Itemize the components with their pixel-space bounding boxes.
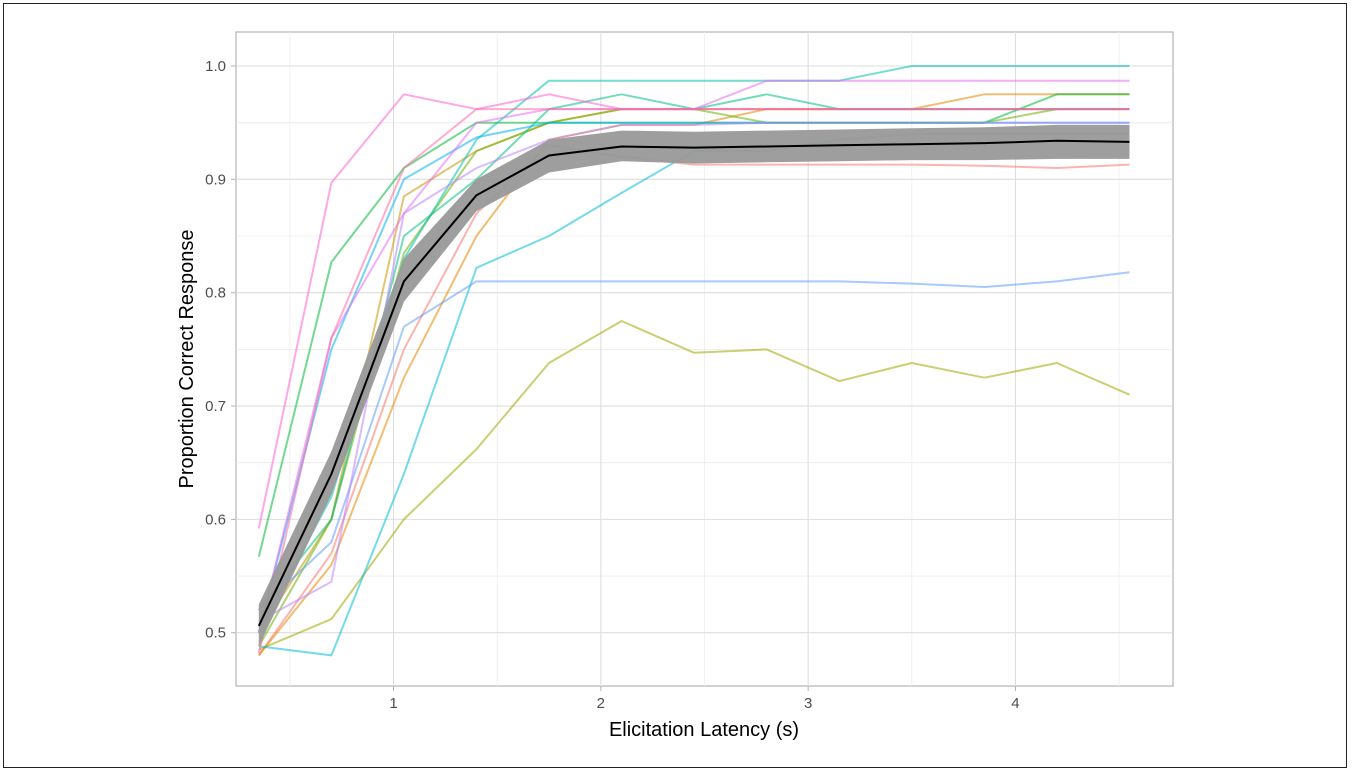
y-axis-ticks: 0.5 0.6 0.7 0.8 0.9 1.0 <box>205 58 236 642</box>
figure-frame <box>3 3 1347 768</box>
y-tick-label: 0.6 <box>205 511 226 528</box>
x-tick-label: 3 <box>804 695 812 712</box>
x-axis-ticks: 1 2 3 4 <box>389 686 1020 712</box>
x-tick-label: 1 <box>389 695 397 712</box>
mean-line-group <box>257 139 1130 627</box>
y-tick-label: 1.0 <box>205 58 226 75</box>
series-line-15 <box>257 108 1130 654</box>
y-tick-label: 0.8 <box>205 285 226 302</box>
y-tick-label: 0.5 <box>205 625 226 642</box>
x-tick-label: 4 <box>1011 695 1019 712</box>
individual-series-lines <box>257 65 1130 657</box>
series-line-1 <box>257 144 1130 656</box>
x-tick-label: 2 <box>597 695 605 712</box>
series-line-4 <box>258 320 1130 651</box>
series-line-11 <box>258 271 1130 611</box>
y-axis-title: Proportion Correct Response <box>176 229 198 488</box>
mean-line <box>257 139 1130 627</box>
y-tick-label: 0.7 <box>205 398 226 415</box>
x-axis-title: Elicitation Latency (s) <box>609 719 799 741</box>
y-tick-label: 0.9 <box>205 171 226 188</box>
